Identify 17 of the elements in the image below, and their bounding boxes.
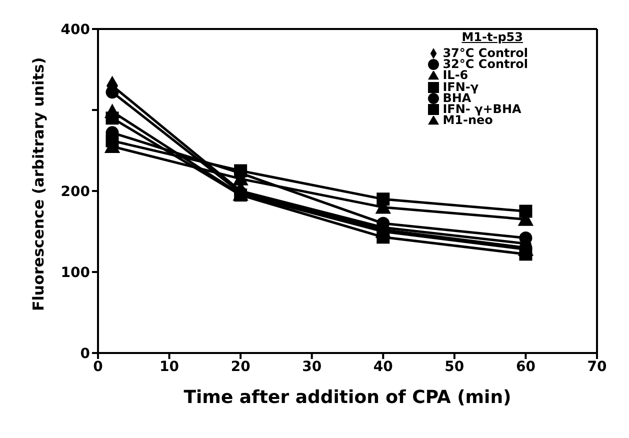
x-axis-title: Time after addition of CPA (min) — [184, 387, 512, 408]
y-tick-label: 0 — [80, 346, 90, 362]
legend-label: 37°C Control — [442, 46, 528, 60]
x-tick-label: 40 — [373, 358, 394, 375]
x-tick-label: 70 — [587, 358, 607, 375]
y-tick-label: 400 — [60, 22, 90, 38]
y-tick-label: 100 — [60, 264, 90, 281]
y-tick-label: 200 — [60, 184, 90, 200]
x-tick-label: 10 — [160, 358, 180, 375]
legend-title: M1-t-p53 — [462, 30, 523, 44]
legend-label: IFN- γ+BHA — [442, 102, 522, 116]
x-tick-label: 60 — [516, 358, 536, 375]
x-tick-label: 20 — [230, 358, 251, 375]
x-tick-label: 50 — [444, 358, 464, 375]
x-tick-label: 0 — [93, 358, 104, 375]
x-tick-label: 30 — [302, 358, 322, 375]
y-axis-title: Fluorescence (arbitrary units) — [29, 57, 48, 311]
